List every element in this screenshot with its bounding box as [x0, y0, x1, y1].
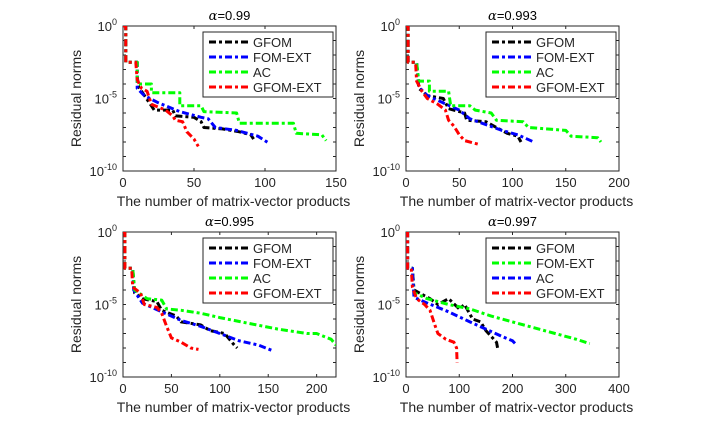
legend-item: FOM-EXT: [209, 50, 312, 65]
y-tick-label: 10-5: [378, 296, 400, 313]
x-tick-label: 50: [164, 381, 178, 396]
y-tick-label: 100: [98, 223, 117, 240]
x-tick-label: 50: [187, 175, 201, 190]
legend-label: FOM-EXT: [253, 50, 312, 65]
y-axis-label: Residual norms: [68, 50, 84, 147]
legend-item: GFOM-EXT: [209, 286, 322, 301]
x-tick-label: 0: [402, 381, 409, 396]
legend-box: [202, 237, 334, 304]
x-tick-label: 200: [502, 381, 524, 396]
y-tick-label: 10-10: [90, 162, 117, 179]
x-tick-label: 150: [555, 175, 577, 190]
legend-item: FOM-EXT: [209, 256, 312, 271]
x-tick-label: 0: [119, 175, 126, 190]
series-line-fom-ext: [123, 26, 271, 145]
y-tick-label: 10-10: [373, 368, 400, 385]
legend-label: FOM-EXT: [536, 50, 595, 65]
legend-item: AC: [492, 271, 554, 286]
x-tick-label: 100: [502, 175, 524, 190]
legend-box: [485, 31, 617, 98]
legend-label: GFOM: [253, 241, 292, 256]
legend-label: AC: [253, 65, 271, 80]
series-line-gfom-ext: [406, 26, 482, 147]
legend-label: FOM-EXT: [536, 256, 595, 271]
x-axis-label: The number of matrix-vector products: [117, 193, 350, 209]
x-tick-label: 200: [608, 175, 630, 190]
legend-label: GFOM-EXT: [536, 286, 605, 301]
series-line-gfom-ext: [406, 232, 459, 363]
y-tick-label: 10-5: [95, 90, 117, 107]
x-tick-label: 400: [608, 381, 630, 396]
legend-label: GFOM-EXT: [253, 286, 322, 301]
y-tick-label: 10-5: [378, 90, 400, 107]
series-line-gfom-ext: [123, 26, 200, 148]
legend-item: GFOM-EXT: [209, 80, 322, 95]
x-tick-label: 50: [452, 175, 466, 190]
legend-label: GFOM-EXT: [253, 80, 322, 95]
legend-label: FOM-EXT: [253, 256, 312, 271]
y-tick-label: 10-10: [90, 368, 117, 385]
x-tick-label: 200: [306, 381, 328, 396]
y-axis-label: Residual norms: [351, 50, 367, 147]
legend-label: GFOM: [536, 35, 575, 50]
legend-label: AC: [536, 65, 554, 80]
x-tick-label: 150: [325, 175, 347, 190]
x-axis-label: The number of matrix-vector products: [400, 399, 633, 415]
series-line-ac: [406, 232, 517, 345]
subplot-3: 0 50 100 150 200 100 10-5 10-10 α=0.995 The numbe…: [68, 214, 350, 415]
series-line-gfom: [406, 232, 500, 349]
legend-label: GFOM: [253, 35, 292, 50]
y-axis-label: Residual norms: [351, 256, 367, 353]
subplot-title: α=0.99: [209, 8, 251, 24]
legend-label: AC: [253, 271, 271, 286]
subplot-title: α=0.995: [205, 214, 254, 230]
x-axis-label: The number of matrix-vector products: [117, 399, 350, 415]
legend-item: GFOM: [209, 35, 292, 50]
y-tick-label: 10-5: [95, 296, 117, 313]
legend-item: GFOM-EXT: [492, 286, 605, 301]
x-tick-label: 100: [448, 381, 470, 396]
subplot-title: α=0.993: [488, 8, 537, 24]
x-tick-label: 300: [555, 381, 577, 396]
subplot-1: 0 50 100 150 100 10-5 10-10 α=0.99 The number of…: [68, 8, 350, 209]
legend-item: GFOM: [209, 241, 292, 256]
legend-label: GFOM-EXT: [536, 80, 605, 95]
x-tick-label: 150: [257, 381, 279, 396]
subplot-4: 0 100 200 300 400 100 10-5 10-10 α=0.997 The numb…: [351, 214, 633, 415]
x-tick-label: 0: [402, 175, 409, 190]
legend-item: AC: [209, 271, 271, 286]
legend-item: FOM-EXT: [492, 256, 595, 271]
series-line-ac: [406, 26, 603, 143]
subplot-title: α=0.997: [488, 214, 537, 230]
y-tick-label: 10-10: [373, 162, 400, 179]
x-tick-label: 100: [209, 381, 231, 396]
legend-label: AC: [536, 271, 554, 286]
legend-box: [202, 31, 334, 98]
subplot-2: 0 50 100 150 200 100 10-5 10-10 α=0.993 The numbe…: [351, 8, 633, 209]
y-tick-label: 100: [381, 17, 400, 34]
legend-label: GFOM: [536, 241, 575, 256]
legend-item: AC: [492, 65, 554, 80]
legend-item: GFOM-EXT: [492, 80, 605, 95]
series-line-gfom-ext: [123, 232, 199, 351]
legend-item: GFOM: [492, 35, 575, 50]
y-axis-label: Residual norms: [68, 256, 84, 353]
legend-item: FOM-EXT: [492, 50, 595, 65]
x-axis-label: The number of matrix-vector products: [400, 193, 633, 209]
y-tick-label: 100: [381, 223, 400, 240]
legend-item: GFOM: [492, 241, 575, 256]
x-tick-label: 100: [254, 175, 276, 190]
x-tick-label: 0: [119, 381, 126, 396]
legend-item: AC: [209, 65, 271, 80]
y-tick-label: 100: [98, 17, 117, 34]
legend-box: [485, 237, 617, 304]
